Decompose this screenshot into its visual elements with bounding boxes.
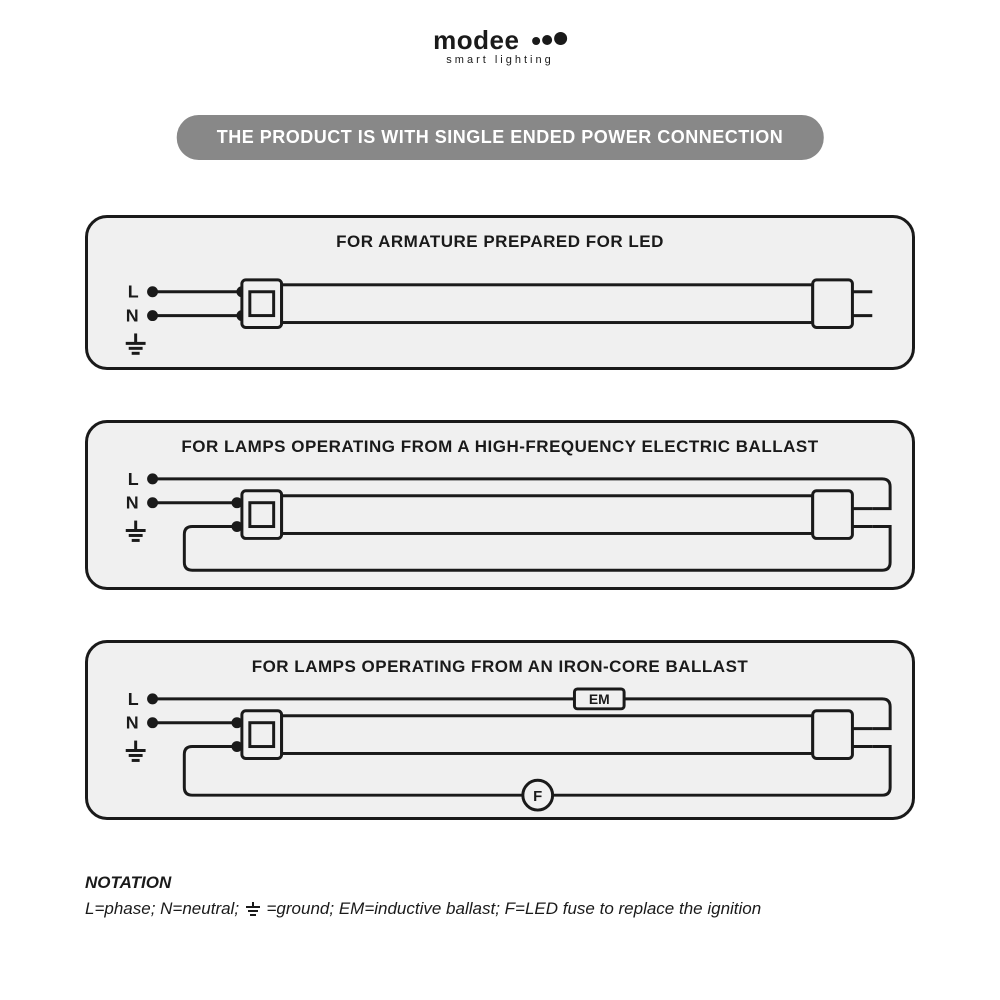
panel-iron-core: FOR LAMPS OPERATING FROM AN IRON-CORE BA… <box>85 640 915 820</box>
brand-name: modee <box>433 25 519 56</box>
notation-block: NOTATION L=phase; N=neutral; =ground; EM… <box>85 870 915 921</box>
label-em: EM <box>589 691 610 707</box>
panel-led: FOR ARMATURE PREPARED FOR LED L N <box>85 215 915 370</box>
label-f: F <box>533 789 542 805</box>
notation-text: L=phase; N=neutral; =ground; EM=inductiv… <box>85 896 915 922</box>
banner-title: THE PRODUCT IS WITH SINGLE ENDED POWER C… <box>177 115 824 160</box>
notation-title: NOTATION <box>85 870 915 896</box>
panel-title: FOR LAMPS OPERATING FROM A HIGH-FREQUENC… <box>88 437 912 457</box>
ground-icon <box>244 902 262 916</box>
led-tube <box>242 280 872 328</box>
ground-icon <box>126 333 146 353</box>
panel-title: FOR ARMATURE PREPARED FOR LED <box>88 232 912 252</box>
panel-hf-ballast: FOR LAMPS OPERATING FROM A HIGH-FREQUENC… <box>85 420 915 590</box>
label-l: L <box>128 282 139 302</box>
brand-subtitle: smart lighting <box>433 54 567 66</box>
brand-logo: modee smart lighting <box>433 25 567 66</box>
diagram-iron: L EM N <box>88 683 912 822</box>
brand-dots-icon <box>530 32 567 50</box>
led-tube <box>233 491 872 539</box>
ground-icon <box>126 741 146 761</box>
ground-icon <box>126 521 146 541</box>
label-l: L <box>128 469 139 489</box>
led-tube <box>233 711 872 759</box>
label-l: L <box>128 689 139 709</box>
label-n: N <box>126 493 139 513</box>
label-n: N <box>126 713 139 733</box>
panel-title: FOR LAMPS OPERATING FROM AN IRON-CORE BA… <box>88 657 912 677</box>
diagram-led: L N <box>88 258 912 367</box>
label-n: N <box>126 306 139 326</box>
diagram-hf: L N <box>88 463 912 592</box>
